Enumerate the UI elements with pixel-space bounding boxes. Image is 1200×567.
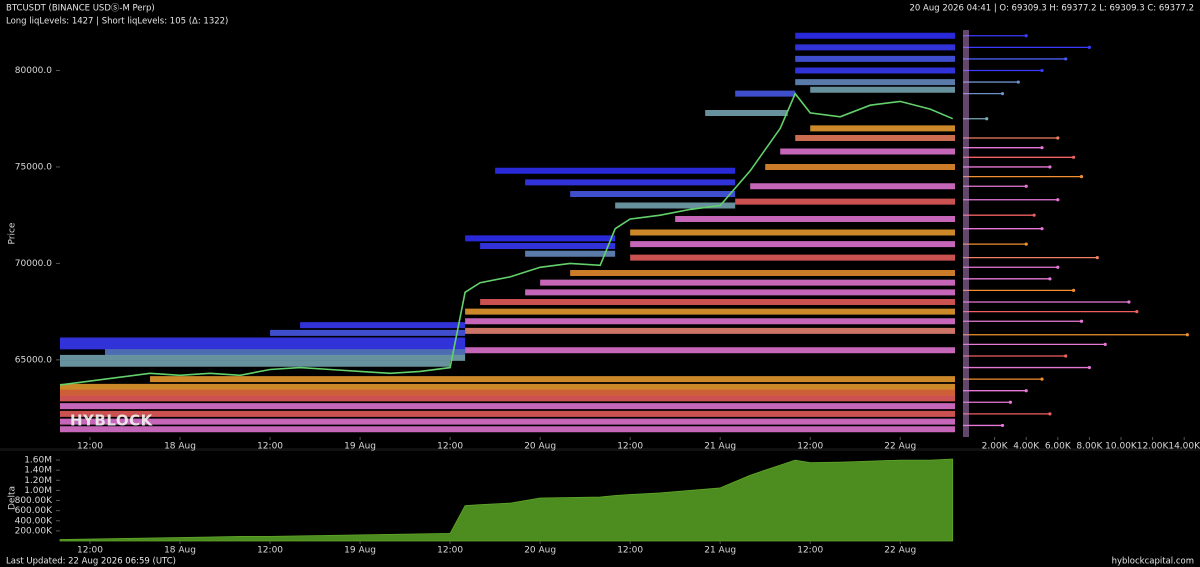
histogram-bar-tip: [1000, 423, 1005, 428]
x-tick-label: 10.00K: [1105, 442, 1138, 452]
histogram-bar-tip: [1024, 242, 1028, 246]
y-tick-label: 80000.0: [15, 66, 52, 76]
y-tick-label: 400.00K: [15, 516, 53, 526]
x-tick-label: 19 Aug: [344, 546, 376, 556]
histogram-bar-tip: [1024, 184, 1028, 188]
histogram-bar-tip: [1040, 227, 1044, 231]
x-tick-label: 22 Aug: [884, 442, 916, 452]
last-updated: Last Updated: 22 Aug 2026 06:59 (UTC): [6, 557, 176, 567]
histogram-bar-tip: [1056, 198, 1060, 202]
histogram-bar-tip: [1087, 365, 1091, 370]
histogram-bar-tip: [1040, 146, 1044, 150]
x-tick-label: 12:00: [617, 546, 643, 556]
y-axis-label: Delta: [8, 486, 18, 510]
x-tick-label: 20 Aug: [524, 546, 556, 556]
histogram-bar-tip: [1072, 288, 1076, 293]
histogram-bar-tip: [1040, 377, 1044, 381]
histogram-bar-tip: [1087, 45, 1091, 49]
levels-summary: Long liqLevels: 1427 | Short liqLevels: …: [6, 17, 228, 27]
histogram-bar-tip: [985, 117, 989, 121]
histogram-bar-tip: [1016, 80, 1020, 84]
histogram-bar-tip: [1064, 57, 1068, 61]
x-tick-label: 20 Aug: [524, 442, 556, 452]
watermark: HYBLOCK: [70, 412, 154, 430]
panel-separator: [0, 448, 1200, 451]
x-tick-label: 2.00K: [982, 442, 1009, 452]
x-tick-label: 12:00: [437, 442, 463, 452]
y-axis-label: Price: [8, 222, 18, 244]
x-tick-label: 12:00: [257, 442, 283, 452]
histogram-bar-tip: [1008, 400, 1013, 404]
x-tick-label: 21 Aug: [704, 546, 736, 556]
symbol: BTCUSDT (BINANCE USDⓈ-M Perp): [6, 4, 155, 14]
y-tick-label: 1.20M: [24, 476, 52, 486]
histogram-bar-tip: [1048, 165, 1052, 169]
x-tick-label: 18 Aug: [164, 442, 196, 452]
histogram-bar-tip: [1000, 92, 1005, 96]
histogram-bar-tip: [1048, 412, 1052, 416]
y-tick-label: 800.00K: [15, 496, 53, 506]
x-tick-label: 21 Aug: [704, 442, 736, 452]
x-tick-label: 8.00K: [1076, 442, 1103, 452]
histogram-bar-tip: [1103, 342, 1107, 347]
x-tick-label: 12:00: [77, 442, 103, 452]
x-tick-label: 19 Aug: [344, 442, 376, 452]
x-tick-label: 12:00: [437, 546, 463, 556]
x-tick-label: 6.00K: [1045, 442, 1072, 452]
y-tick-label: 1.40M: [24, 466, 52, 476]
x-tick-label: 14.00K: [1168, 442, 1200, 452]
ohlc: 20 Aug 2026 04:41 | O: 69309.3 H: 69377.…: [910, 4, 1194, 14]
y-tick-label: 70000.0: [15, 259, 52, 269]
histogram-strip: [963, 30, 969, 437]
y-tick-label: 200.00K: [15, 526, 53, 536]
histogram-bar-tip: [1135, 310, 1139, 314]
site: hyblockcapital.com: [1112, 557, 1194, 567]
histogram-bar-tip: [1079, 319, 1084, 323]
x-tick-label: 22 Aug: [884, 546, 916, 556]
y-tick-label: 75000.0: [15, 162, 52, 172]
histogram-bar-tip: [1048, 277, 1052, 281]
histogram-bar-tip: [1127, 300, 1131, 304]
histogram-bar-tip: [1040, 68, 1044, 73]
price-line: [59, 92, 954, 386]
histogram-bar-tip: [1072, 155, 1076, 159]
histogram-bar-tip: [1032, 213, 1036, 217]
histogram-bar-tip: [1024, 389, 1028, 393]
x-tick-label: 12:00: [77, 546, 103, 556]
y-tick-label: 600.00K: [15, 506, 53, 516]
histogram-bar-tip: [1095, 256, 1099, 260]
histogram-bar-tip: [1079, 174, 1084, 179]
x-tick-label: 12:00: [617, 442, 643, 452]
x-tick-label: 4.00K: [1013, 442, 1040, 452]
x-tick-label: 12.00K: [1137, 442, 1170, 452]
delta-area: [59, 458, 954, 542]
y-tick-label: 65000.0: [15, 355, 52, 365]
y-tick-label: 1.00M: [24, 486, 52, 496]
x-tick-label: 12:00: [797, 442, 823, 452]
x-tick-label: 12:00: [257, 546, 283, 556]
histogram-bar-tip: [1056, 136, 1060, 140]
histogram-bar-tip: [1185, 333, 1189, 337]
histogram-bar-tip: [1064, 354, 1068, 358]
histogram-bar-tip: [1056, 265, 1060, 269]
histogram-bar-tip: [1024, 34, 1028, 38]
x-tick-label: 12:00: [797, 546, 823, 556]
x-tick-label: 18 Aug: [164, 546, 196, 556]
y-tick-label: 1.60M: [24, 456, 52, 466]
